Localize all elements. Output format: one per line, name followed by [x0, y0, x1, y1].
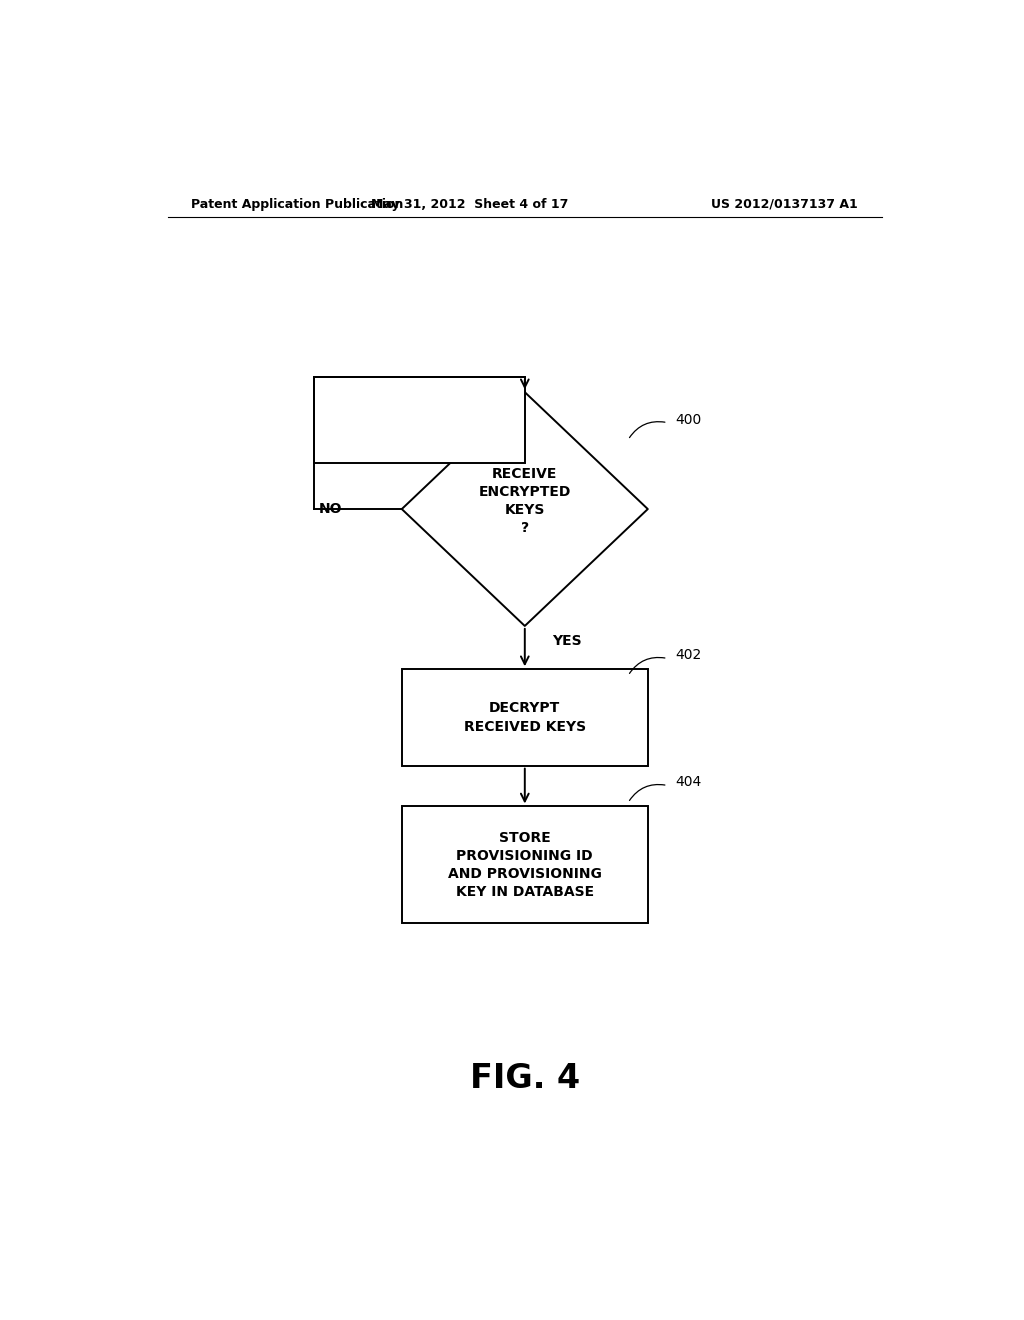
Text: YES: YES: [553, 634, 583, 648]
Text: DECRYPT
RECEIVED KEYS: DECRYPT RECEIVED KEYS: [464, 701, 586, 734]
Bar: [401, 807, 648, 923]
Text: FIG. 4: FIG. 4: [470, 1061, 580, 1094]
Text: 400: 400: [676, 413, 701, 426]
Text: NO: NO: [318, 502, 342, 516]
Text: Patent Application Publication: Patent Application Publication: [191, 198, 403, 211]
Bar: [401, 669, 648, 766]
Bar: [314, 378, 524, 463]
Text: STORE
PROVISIONING ID
AND PROVISIONING
KEY IN DATABASE: STORE PROVISIONING ID AND PROVISIONING K…: [447, 832, 602, 899]
Text: US 2012/0137137 A1: US 2012/0137137 A1: [712, 198, 858, 211]
Text: 404: 404: [676, 775, 701, 789]
Text: 402: 402: [676, 648, 701, 663]
Text: RECEIVE
ENCRYPTED
KEYS
?: RECEIVE ENCRYPTED KEYS ?: [478, 467, 571, 535]
Text: May 31, 2012  Sheet 4 of 17: May 31, 2012 Sheet 4 of 17: [371, 198, 568, 211]
